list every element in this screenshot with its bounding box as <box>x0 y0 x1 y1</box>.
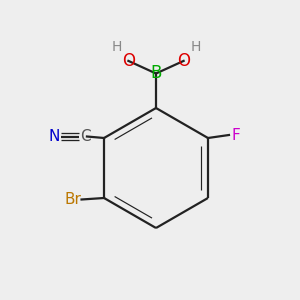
Text: Br: Br <box>65 192 82 207</box>
Text: H: H <box>111 40 122 54</box>
Text: B: B <box>150 64 162 82</box>
Text: F: F <box>232 128 240 142</box>
Text: H: H <box>190 40 201 54</box>
Text: C: C <box>80 129 91 144</box>
Text: O: O <box>122 52 135 70</box>
Text: O: O <box>177 52 190 70</box>
Text: N: N <box>49 129 60 144</box>
